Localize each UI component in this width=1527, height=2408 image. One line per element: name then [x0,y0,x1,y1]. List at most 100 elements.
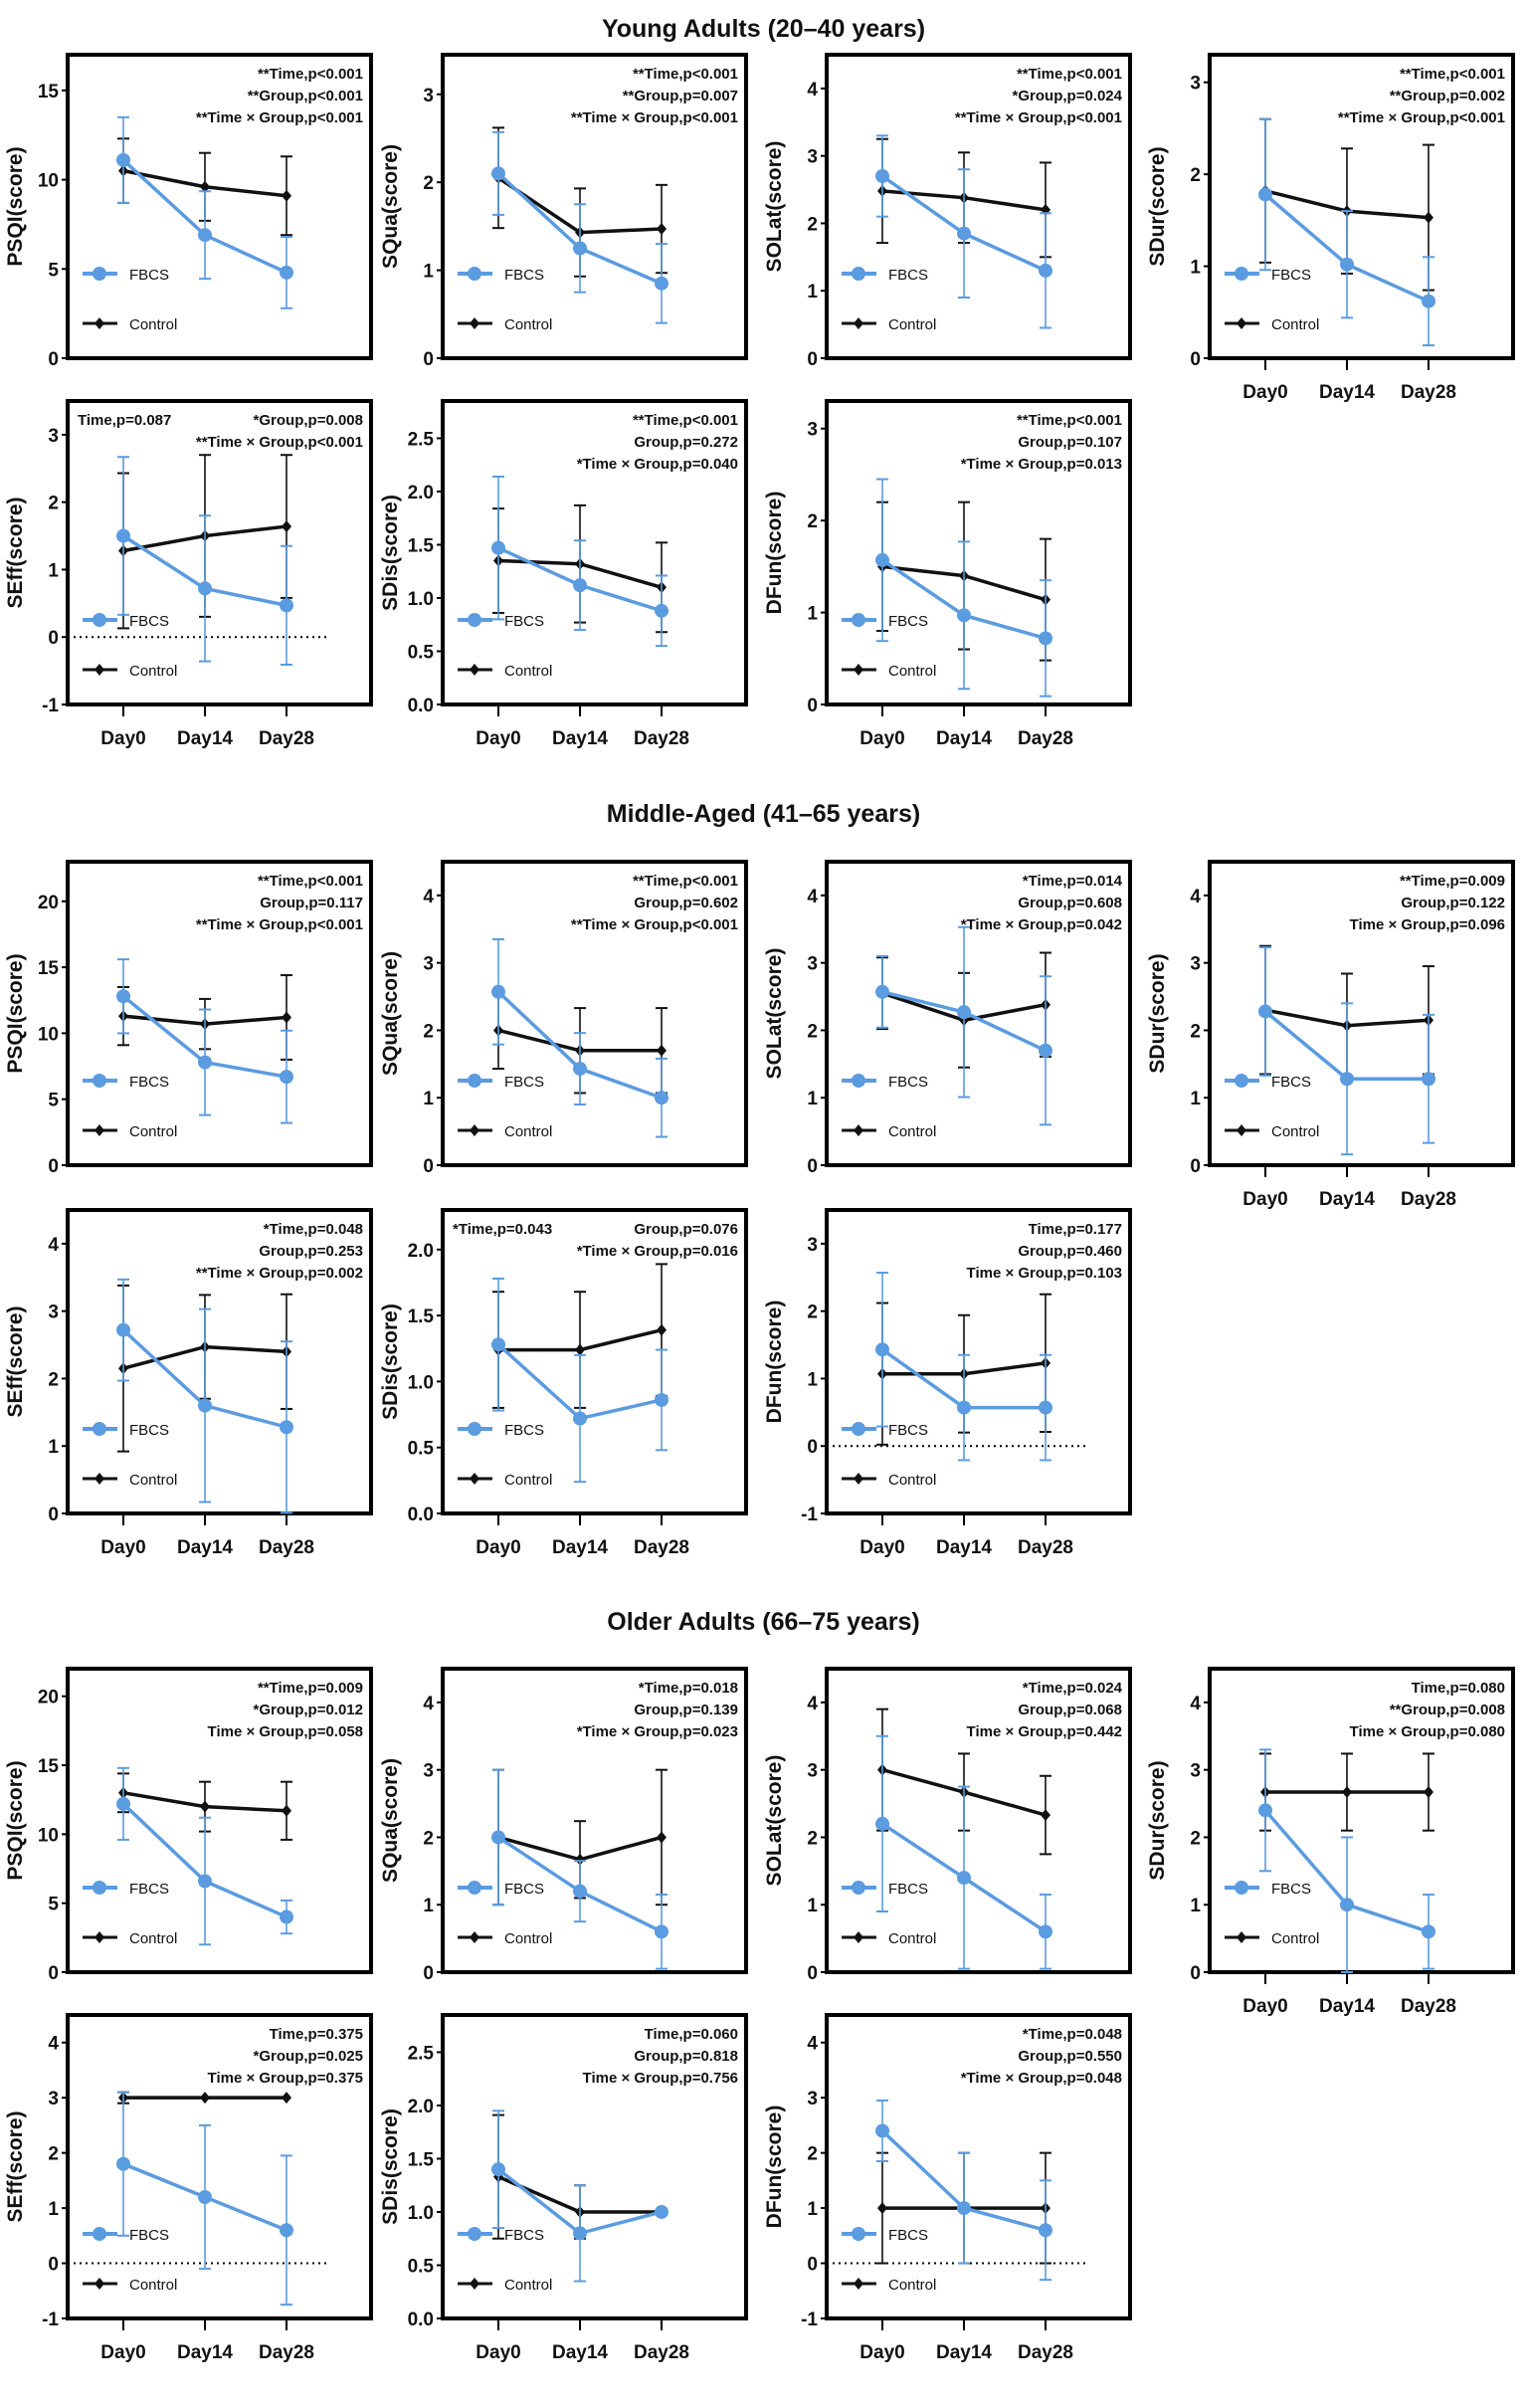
stat-annotation: *Time,p=0.043 [453,1221,552,1238]
y-tick-label: 3 [807,1235,818,1256]
stat-annotation: **Time,p<0.001 [633,66,738,83]
group-title: Young Adults (20–40 years) [601,15,926,43]
plot-frame [1208,1667,1515,1974]
y-tick-label: 2 [807,214,818,235]
stat-annotation: **Time,p<0.001 [1400,66,1505,83]
y-tick-label: 2 [48,1369,59,1390]
stat-annotation: *Time × Group,p=0.040 [577,456,738,473]
fbcs-point [116,1322,130,1337]
y-tick-label: 0 [1190,1963,1201,1984]
y-tick-label: 3 [1190,954,1201,975]
control-point [657,1323,667,1336]
control-point [200,1800,210,1813]
legend-control-marker [95,1473,104,1485]
plot-frame [441,2013,748,2320]
legend-control-marker [1237,1931,1246,1943]
x-tick-label: Day14 [936,728,992,749]
chart-panel: 0.0 0.5 1.0 1.5 2.0 2.5 SDis(score) Day0 Day14 Da… [375,391,763,789]
y-axis-label: SEff(score) [4,1305,27,1417]
stat-annotation: *Time,p=0.048 [264,1221,363,1238]
y-tick-label: 2 [1190,1021,1201,1042]
stat-annotation: *Time × Group,p=0.016 [577,1243,738,1260]
plot-frame [825,1667,1132,1974]
panel-svg: 0 1 2 3 SDur(score) Day0 Day14 Day28 **Time,p<0.… [1146,53,1515,403]
x-tick-label: Day28 [1401,1189,1456,1210]
x-tick-label: Day0 [476,1537,520,1558]
x-tick-label: Day28 [1401,382,1456,403]
fbcs-point [957,1005,971,1020]
fbcs-point [573,2226,587,2241]
panel-svg: 0 1 2 3 4 SDur(score) Day0 Day14 Day28 **Time,p=0… [1146,860,1515,1210]
legend-fbcs-marker [468,1074,481,1088]
stat-annotation: *Time × Group,p=0.042 [961,916,1122,933]
y-axis-label: SEff(score) [4,2110,27,2222]
group-title: Middle-Aged (41–65 years) [606,800,921,828]
y-tick-label: 0.5 [408,2256,435,2277]
fbcs-point [280,598,293,613]
y-tick-label: 3 [1190,1761,1201,1782]
stat-annotation: **Group,p=0.002 [1390,88,1505,104]
legend-control-marker [1237,1124,1246,1136]
fbcs-point [1258,1803,1272,1818]
stat-annotation: *Group,p=0.008 [254,412,363,429]
plot-frame [66,2013,373,2320]
fbcs-point [1039,1043,1052,1058]
legend-fbcs-label: FBCS [1271,1881,1311,1898]
legend-control-marker [470,2278,479,2290]
stat-annotation: **Time × Group,p<0.001 [571,109,738,126]
y-tick-label: 0.0 [408,1505,434,1525]
fbcs-point [655,276,668,291]
y-tick-label: -1 [42,696,59,716]
fbcs-point [573,578,587,593]
legend-fbcs-marker [852,613,865,627]
y-axis-label: PSQI(score) [4,146,27,266]
y-tick-label: 1 [48,1437,59,1458]
stat-annotation: Group,p=0.068 [1018,1702,1122,1718]
y-tick-label: 3 [48,426,59,447]
plot-frame [1208,860,1515,1167]
chart-panel: 0 1 2 3 4 SOLat(score) **Time,p<0.001 *Group,p=… [759,45,1147,443]
legend-fbcs-label: FBCS [888,267,928,284]
fbcs-point [875,984,889,999]
stat-annotation: Time × Group,p=0.442 [967,1723,1122,1740]
y-tick-label: 1 [1190,258,1201,279]
stat-annotation: Time,p=0.060 [645,2026,738,2043]
chart-panel: 0 1 2 3 4 SEff(score) Day0 Day14 Day28 *Time,p=0.… [0,1200,388,1598]
x-tick-label: Day14 [1319,382,1375,403]
y-tick-label: 0 [48,2255,59,2276]
chart-panel: 0 1 2 3 DFun(score) Day0 Day14 Day28 **Time,p<0.… [759,391,1147,789]
y-tick-label: 10 [38,1024,59,1045]
y-tick-label: 2 [807,511,818,532]
legend-control-marker [854,1124,863,1136]
chart-panel: -1 0 1 2 3 4 SEff(score) Day0 Day14 Day28 Time,p=0… [0,2005,388,2403]
legend-fbcs-marker [468,267,481,281]
x-tick-label: Day28 [259,728,314,749]
chart-panel: 0 5 10 15 20 PSQI(score) **Time,p<0.001 Group,p… [0,852,388,1250]
y-tick-label: 2.0 [408,2097,434,2117]
fbcs-point [655,1091,668,1105]
legend-fbcs-marker [1235,267,1248,281]
fbcs-point [491,984,505,999]
x-tick-label: Day14 [177,728,233,749]
y-tick-label: 0 [423,349,434,370]
legend-control-label: Control [888,1930,936,1947]
control-point [282,2092,291,2105]
y-tick-label: 4 [807,1694,818,1714]
fbcs-point [1258,187,1272,202]
stat-annotation: Time × Group,p=0.103 [967,1265,1122,1282]
y-tick-label: 2.5 [408,429,435,450]
y-tick-label: 0 [1190,1156,1201,1177]
y-tick-label: 4 [1190,1694,1201,1714]
y-tick-label: 1.0 [408,1372,434,1393]
stat-annotation: **Group,p=0.008 [1390,1702,1505,1718]
panel-svg: 0 1 2 3 4 SOLat(score) *Time,p=0.014 Group,p=0.… [763,860,1132,1177]
plot-frame [66,53,373,360]
x-tick-label: Day0 [1242,1996,1287,2017]
plot-frame [441,399,748,706]
y-tick-label: 10 [38,1825,59,1846]
legend-control-label: Control [129,663,177,680]
fbcs-point [280,265,293,280]
control-point [200,2092,210,2105]
control-point [200,180,210,193]
legend-fbcs-label: FBCS [504,2227,544,2244]
